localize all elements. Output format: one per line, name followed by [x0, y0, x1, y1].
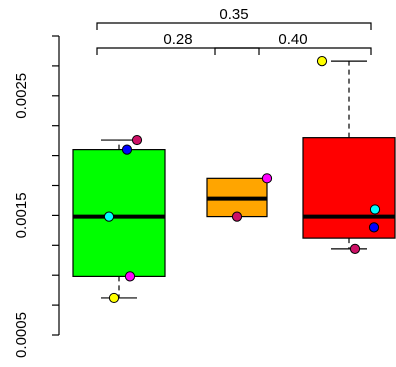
data-point — [316, 56, 328, 67]
data-point — [369, 204, 381, 215]
data-point — [261, 173, 273, 184]
y-tick-label: 0.0005 — [13, 312, 30, 358]
comparison-p-value: 0.28 — [163, 31, 192, 48]
data-point — [121, 144, 133, 155]
data-point — [124, 271, 136, 282]
y-tick-label: 0.0025 — [13, 73, 30, 119]
data-point — [368, 222, 380, 233]
comparison-p-value: 0.40 — [278, 31, 307, 48]
box-body — [302, 137, 396, 239]
data-point — [108, 292, 120, 304]
comparison-bracket — [96, 47, 260, 55]
comparison-bracket — [96, 22, 372, 30]
comparison-bracket — [214, 47, 372, 55]
data-point — [231, 211, 243, 222]
comparison-p-value: 0.35 — [219, 6, 248, 23]
y-tick-label: 0.0015 — [13, 192, 30, 238]
box-body — [72, 149, 166, 277]
data-point — [103, 211, 115, 222]
data-point — [349, 243, 361, 254]
data-point — [131, 134, 143, 146]
